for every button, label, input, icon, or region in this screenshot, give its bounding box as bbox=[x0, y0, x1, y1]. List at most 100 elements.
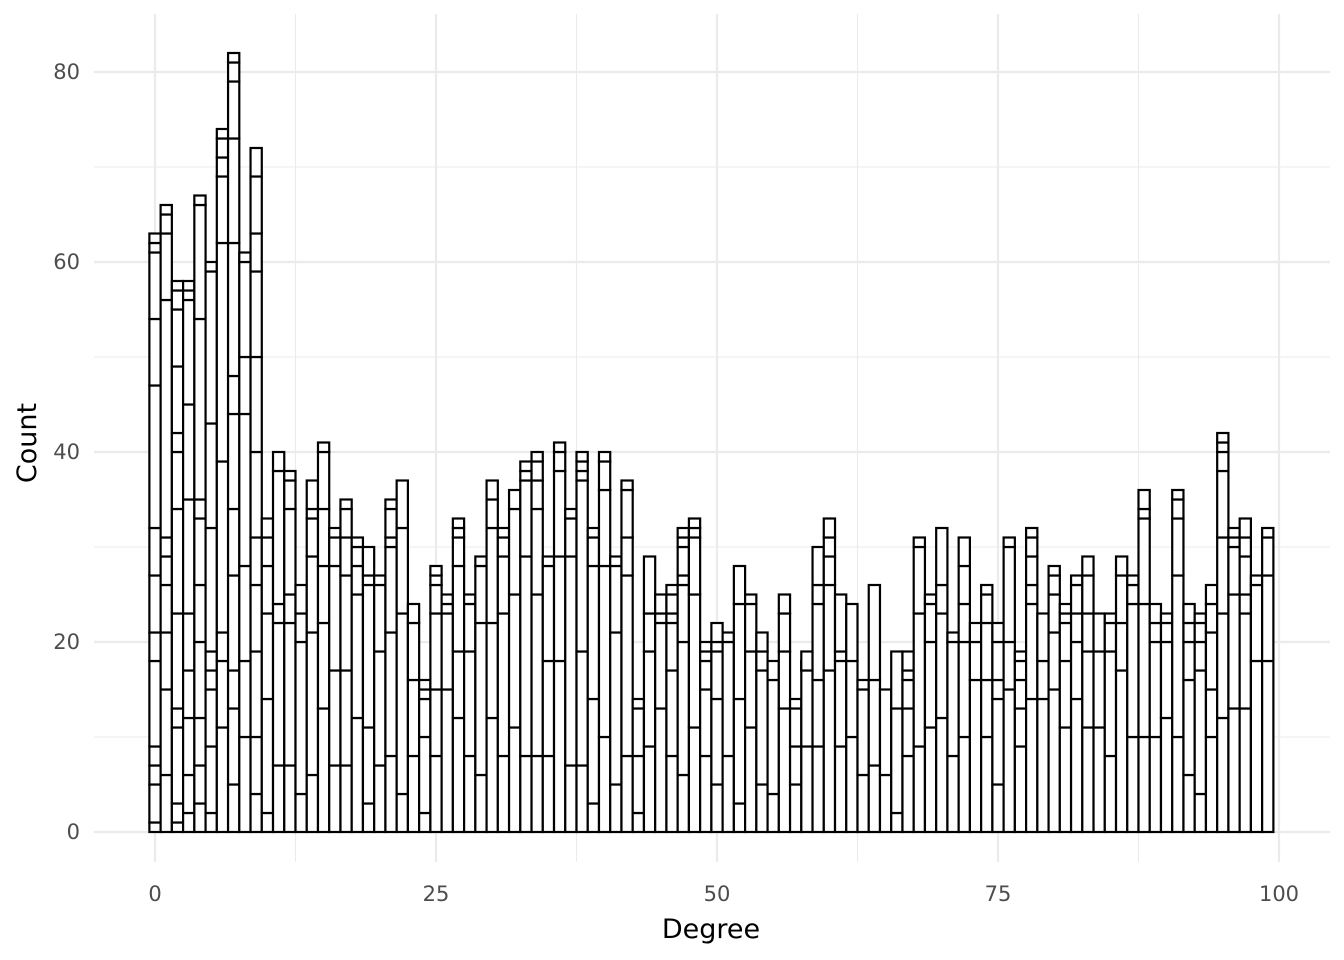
bar-segment bbox=[1058, 602, 1073, 615]
bar-segment bbox=[260, 564, 275, 615]
histogram-bar bbox=[1002, 536, 1016, 834]
histogram-bar bbox=[429, 564, 443, 834]
bar-segment bbox=[260, 697, 275, 815]
bar-segment bbox=[552, 450, 567, 473]
x-tick-label: 75 bbox=[985, 882, 1012, 906]
bar-segment bbox=[1137, 517, 1151, 606]
bar-segment bbox=[474, 621, 488, 777]
bar-segment bbox=[1159, 612, 1174, 625]
bar-segment bbox=[699, 659, 713, 691]
bar-segment bbox=[642, 612, 657, 653]
bar-segment bbox=[496, 555, 511, 615]
bar-segment bbox=[193, 517, 207, 587]
bar-segment bbox=[294, 792, 308, 834]
histogram-bar bbox=[519, 460, 533, 834]
x-tick-label: 25 bbox=[423, 882, 450, 906]
bar-segment bbox=[642, 745, 657, 834]
bar-segment bbox=[193, 716, 207, 767]
histogram-bar bbox=[721, 631, 735, 834]
bar-segment bbox=[766, 792, 780, 834]
bar-segment bbox=[373, 650, 387, 767]
bar-segment bbox=[182, 298, 196, 406]
histogram-bar bbox=[204, 260, 218, 834]
bar-segment bbox=[654, 621, 668, 710]
histogram-bar bbox=[507, 488, 522, 834]
bar-segment bbox=[867, 583, 882, 682]
bar-segment bbox=[451, 536, 466, 568]
bar-segment bbox=[361, 545, 376, 577]
histogram-bar bbox=[935, 526, 949, 834]
bar-segment bbox=[935, 716, 949, 834]
bar-segment bbox=[980, 583, 994, 596]
bar-segment bbox=[1193, 669, 1208, 796]
bar-segment bbox=[631, 811, 646, 834]
bar-segment bbox=[968, 621, 983, 644]
bar-segment bbox=[1069, 583, 1084, 615]
bar-segment bbox=[890, 650, 904, 710]
bar-segment bbox=[665, 612, 679, 625]
histogram-bar bbox=[1182, 602, 1196, 834]
bar-segment bbox=[620, 574, 634, 758]
bar-segment bbox=[777, 593, 792, 615]
bar-segment bbox=[1204, 583, 1219, 606]
histogram-bar bbox=[1137, 488, 1151, 834]
bar-segment bbox=[170, 308, 185, 368]
bar-segment bbox=[1081, 574, 1095, 615]
histogram-bar bbox=[631, 697, 646, 834]
bar-segment bbox=[1171, 517, 1185, 577]
bar-segment bbox=[519, 469, 533, 482]
bar-segment bbox=[429, 688, 443, 758]
bar-segment bbox=[732, 697, 747, 805]
bar-segment bbox=[148, 631, 162, 663]
bar-segment bbox=[1171, 498, 1185, 520]
bar-segment bbox=[845, 659, 859, 739]
bar-segment bbox=[1103, 650, 1118, 758]
bar-segment bbox=[215, 460, 230, 634]
bar-segment bbox=[238, 412, 252, 568]
bar-segment bbox=[1148, 621, 1163, 644]
bar-segment bbox=[676, 574, 690, 587]
bar-segment bbox=[1103, 754, 1118, 834]
bar-segment bbox=[676, 583, 690, 644]
bar-segment bbox=[373, 764, 387, 834]
bar-segment bbox=[361, 726, 376, 805]
bar-segment bbox=[305, 517, 320, 558]
bar-segment bbox=[586, 697, 601, 805]
bar-segment bbox=[552, 441, 567, 454]
bar-segment bbox=[260, 811, 275, 834]
bar-segment bbox=[182, 403, 196, 501]
bar-segment bbox=[732, 564, 747, 606]
bar-segment bbox=[226, 241, 241, 378]
bar-segment bbox=[1114, 574, 1129, 625]
bar-segment bbox=[1126, 583, 1140, 606]
histogram-bar bbox=[1081, 555, 1095, 834]
bar-segment bbox=[507, 507, 522, 596]
bar-segment bbox=[350, 536, 365, 549]
histogram-bar bbox=[665, 583, 679, 834]
bar-segment bbox=[1171, 488, 1185, 501]
bar-segment bbox=[743, 593, 758, 606]
histogram-bar bbox=[496, 526, 511, 834]
bar-segment bbox=[575, 479, 589, 653]
histogram-bar bbox=[732, 564, 747, 834]
bar-segment bbox=[1137, 507, 1151, 520]
histogram-bar bbox=[418, 678, 432, 834]
bar-segment bbox=[710, 650, 724, 701]
bar-segment bbox=[215, 127, 230, 140]
bar-segment bbox=[328, 764, 342, 834]
bar-segment bbox=[519, 479, 533, 558]
bar-segment bbox=[609, 631, 623, 786]
bar-segment bbox=[1249, 659, 1264, 834]
bar-segment bbox=[226, 137, 241, 245]
bar-segment bbox=[148, 384, 162, 530]
bar-segment bbox=[148, 251, 162, 321]
bar-segment bbox=[384, 498, 398, 511]
bar-segment bbox=[249, 450, 263, 539]
bar-segment bbox=[1238, 555, 1253, 596]
bar-segment bbox=[148, 783, 162, 824]
bar-segment bbox=[1024, 602, 1039, 701]
bar-segment bbox=[654, 707, 668, 834]
bar-segment bbox=[1081, 555, 1095, 577]
bar-segment bbox=[552, 469, 567, 558]
bar-segment bbox=[1047, 574, 1061, 596]
